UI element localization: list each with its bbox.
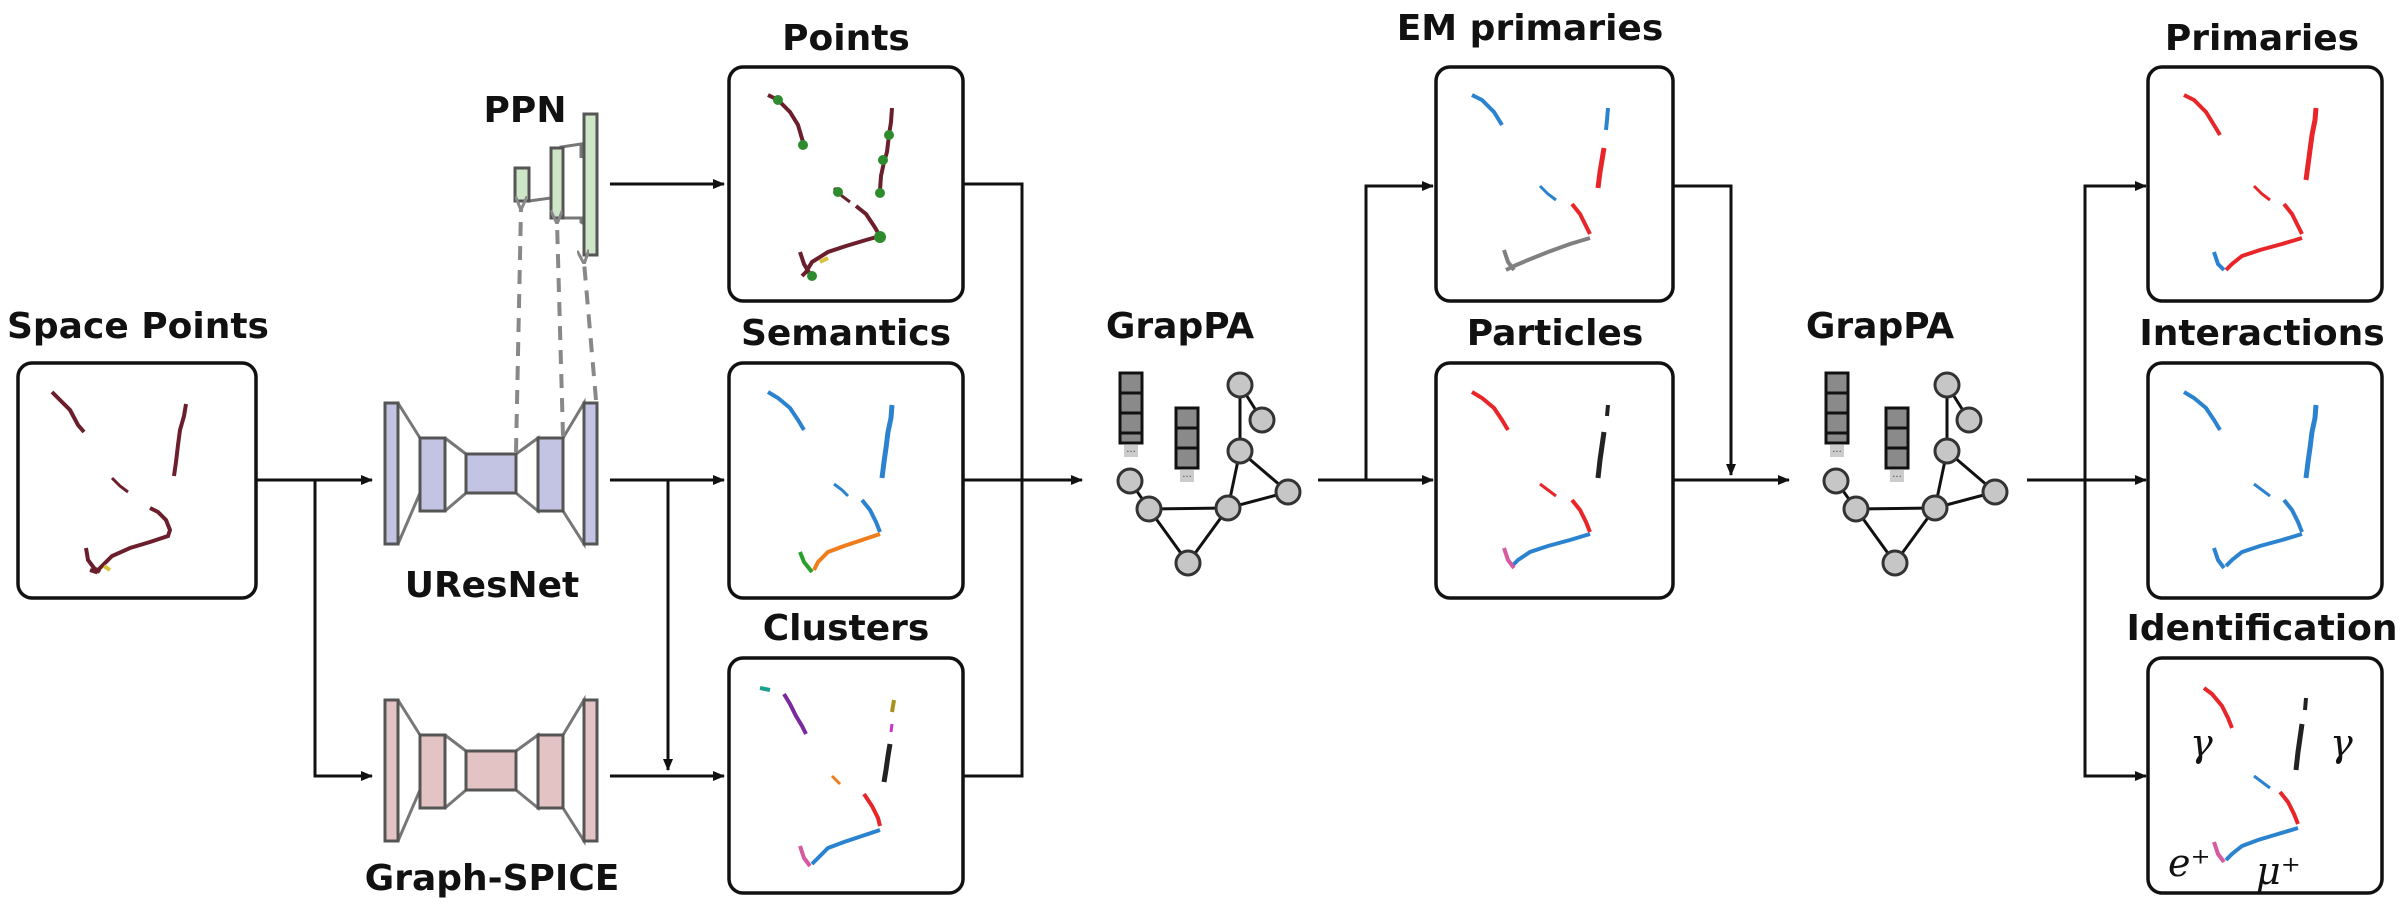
svg-text:···: ··· [1182, 472, 1192, 483]
semantics-label: Semantics [741, 313, 951, 354]
uresnet-label: UResNet [405, 565, 580, 606]
grappa-2-nodes [1822, 371, 2009, 577]
grappa-2-label: GrapPA [1806, 306, 1954, 347]
space-points-panel [16, 361, 258, 600]
grappa-1-output-arrows [1318, 181, 1434, 485]
em-primaries-label: EM primaries [1397, 8, 1664, 49]
grappa-1-graph-icon: ··· ··· [1116, 371, 1302, 577]
svg-text:···: ··· [1892, 472, 1902, 483]
particles-label: Particles [1467, 313, 1644, 354]
space-points-label: Space Points [7, 306, 269, 347]
primaries-panel [2146, 65, 2384, 303]
gamma-left-tag: γ [2190, 721, 2213, 765]
clusters-panel [727, 656, 965, 895]
grappa-2-node-features: ··· ··· [1824, 371, 1910, 483]
grappa-1-nodes [1116, 371, 1302, 577]
to-grappa-2-arrows [1673, 184, 1790, 485]
points-label: Points [782, 18, 910, 59]
space-points-tracks [50, 390, 188, 575]
grappa-1-label: GrapPA [1106, 306, 1254, 347]
ppn-skip-connections [514, 208, 598, 453]
network-to-output-arrows [610, 179, 725, 781]
uresnet-network-icon [383, 397, 599, 550]
semantics-panel [727, 361, 965, 600]
muon-tag: μ⁺ [2256, 849, 2301, 893]
graph-spice-label: Graph-SPICE [365, 858, 620, 899]
svg-text:···: ··· [1126, 447, 1136, 458]
clusters-label: Clusters [763, 608, 930, 649]
primaries-label: Primaries [2165, 18, 2359, 59]
interactions-panel [2146, 361, 2384, 600]
grappa-1-node-features: ··· ··· [1118, 371, 1200, 483]
grappa-2-output-arrows [2027, 181, 2147, 781]
ppn-points [773, 95, 894, 281]
identification-panel: γ γ e⁺ μ⁺ [2146, 656, 2384, 895]
ppn-label: PPN [484, 90, 567, 131]
merge-to-grappa-1 [963, 182, 1083, 778]
interactions-label: Interactions [2139, 313, 2384, 354]
grappa-2-graph-icon: ··· ··· [1822, 371, 2009, 577]
graph-spice-network-icon [383, 694, 599, 847]
positron-tag: e⁺ [2168, 841, 2211, 885]
em-primaries-panel [1434, 65, 1675, 303]
particles-panel [1434, 361, 1675, 600]
points-panel [727, 65, 965, 303]
svg-text:···: ··· [1832, 447, 1842, 458]
space-points-arrows [257, 475, 373, 781]
identification-label: Identification [2127, 608, 2398, 649]
gamma-right-tag: γ [2330, 721, 2353, 765]
